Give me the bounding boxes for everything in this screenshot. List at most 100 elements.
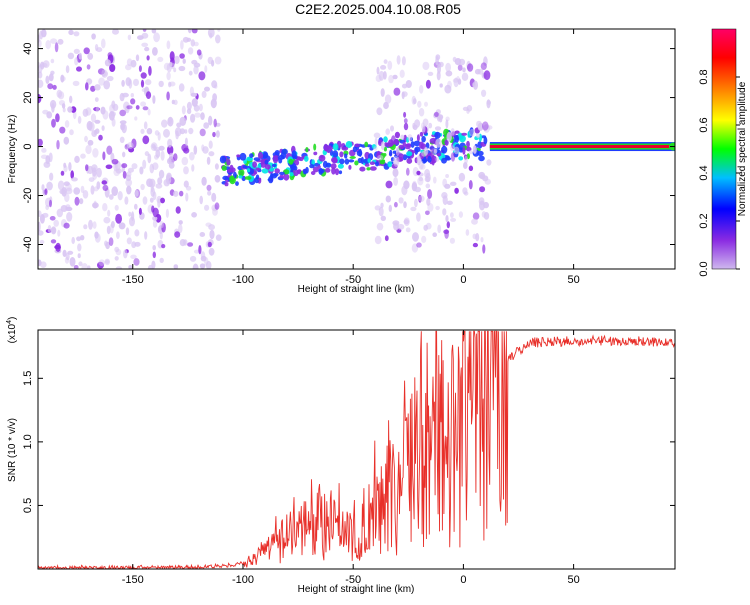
spectrogram-cell [38,79,44,88]
spectrogram-cell [146,55,150,61]
spectrogram-cell [467,63,474,72]
spectrogram-cell [173,153,178,162]
spectrogram-cell [472,212,480,220]
spectrogram-cell [317,165,321,169]
spectrogram-y-tick-label: 40 [22,42,34,54]
spectrogram-cell [352,146,357,153]
spectrogram-cell [324,167,331,173]
spectrogram-cell [54,42,59,53]
spectrogram-cell [373,146,378,151]
spectrogram-cell [96,47,103,53]
spectrogram-cell [278,154,285,160]
spectrogram-cell [432,232,438,237]
spectrogram-cell [68,29,74,36]
spectrogram-cell [134,229,140,237]
spectrogram-cell [205,260,212,269]
spectrogram-cell [452,56,457,63]
spectrogram-cell [463,162,468,169]
spectrogram-cell [141,32,149,39]
spectrogram-cell [383,136,388,143]
spectrogram-cell [458,156,464,161]
spectrogram-cell [413,98,417,105]
spectrogram-cell [312,166,319,173]
spectrogram-cell [63,136,70,145]
spectrogram-cell [461,132,468,136]
spectrogram-cell [208,115,213,126]
spectrogram-cell [393,159,399,168]
snr-ticks: -150 -100 -50 0 50 0.5 1.0 1.5 [22,330,675,586]
spectrogram-cell [449,237,455,244]
spectrogram-cell [59,126,66,134]
spectrogram-cell [124,196,129,205]
spectrogram-cell [183,180,189,188]
spectrogram-cell [209,229,215,240]
spectrogram-cell [56,208,63,218]
snr-panel: -150 -100 -50 0 50 0.5 1.0 1.5 Height of straig… [6,317,676,595]
colorbar-tick-label: 0.2 [698,213,710,228]
spectrogram-cell [125,64,132,71]
snr-scale-prefix: (x10 [7,323,18,343]
spectrogram-cell [403,201,407,209]
spectrogram-cell [131,163,138,170]
spectrogram-cell [191,98,198,107]
spectrogram-cell [167,138,173,148]
spectrogram-cell [376,151,381,159]
spectrogram-cell [125,174,132,182]
spectrogram-cell [345,141,353,148]
spectrogram-cell [236,154,241,158]
spectrogram-cell [446,200,453,205]
spectrogram-cell [73,265,79,269]
spectrogram-cell [441,145,448,154]
spectrogram-cell [479,186,486,193]
spectrogram-cell [215,234,222,241]
figure-title: C2E2.2025.004.10.08.R05 [295,1,461,17]
spectrogram-cell [131,241,137,249]
spectrogram-cell [207,56,213,65]
spectrogram-cell [412,232,419,242]
spectrogram-cell [152,251,156,259]
spectrogram-cell [458,132,462,136]
spectrogram-cell [42,60,50,68]
spectrogram-cell [80,185,85,194]
spectrogram-cell [318,168,325,174]
spectrogram-cell [380,152,385,160]
spectrogram-cell [395,152,403,157]
spectrogram-cell [331,157,338,164]
spectrogram-cell [50,58,55,64]
spectrogram-cell [439,83,443,88]
spectrogram-cell [238,168,245,177]
spectrogram-cell [154,130,160,136]
spectrogram-cell [480,62,487,70]
spectrogram-cell [168,117,172,124]
spectrogram-cell [462,187,468,195]
spectrogram-cell [196,49,202,56]
spectrogram-cell [414,146,421,153]
spectrogram-cell [38,221,41,232]
spectrogram-cell [392,168,399,178]
spectrogram-cell [445,62,451,72]
spectrogram-cell [397,223,405,230]
spectrogram-cell [483,70,491,81]
spectrogram-cell [158,80,164,88]
spectrogram-cell [50,226,57,235]
spectrogram-cell [398,144,405,150]
spectrogram-cell [462,106,469,111]
spectrogram-cell [270,173,274,179]
spectrogram-cell [160,150,165,161]
spectrogram-cell [421,135,426,143]
spectrogram-cell [106,145,113,155]
spectrogram-cell [90,113,97,123]
spectrogram-cell [104,240,108,247]
spectrogram-cell [68,162,72,172]
spectrogram-cell [134,116,138,121]
spectrogram-cell [179,239,186,247]
snr-y-tick-label: 1.0 [22,434,34,449]
spectrogram-cell [41,147,47,153]
spectrogram-cell [193,65,199,75]
spectrogram-cell [403,217,410,226]
spectrogram-cell [207,241,212,248]
spectrogram-cell [354,160,359,166]
spectrogram-cell [106,75,114,82]
spectrogram-cell [127,167,134,173]
spectrogram-cell [92,148,99,158]
